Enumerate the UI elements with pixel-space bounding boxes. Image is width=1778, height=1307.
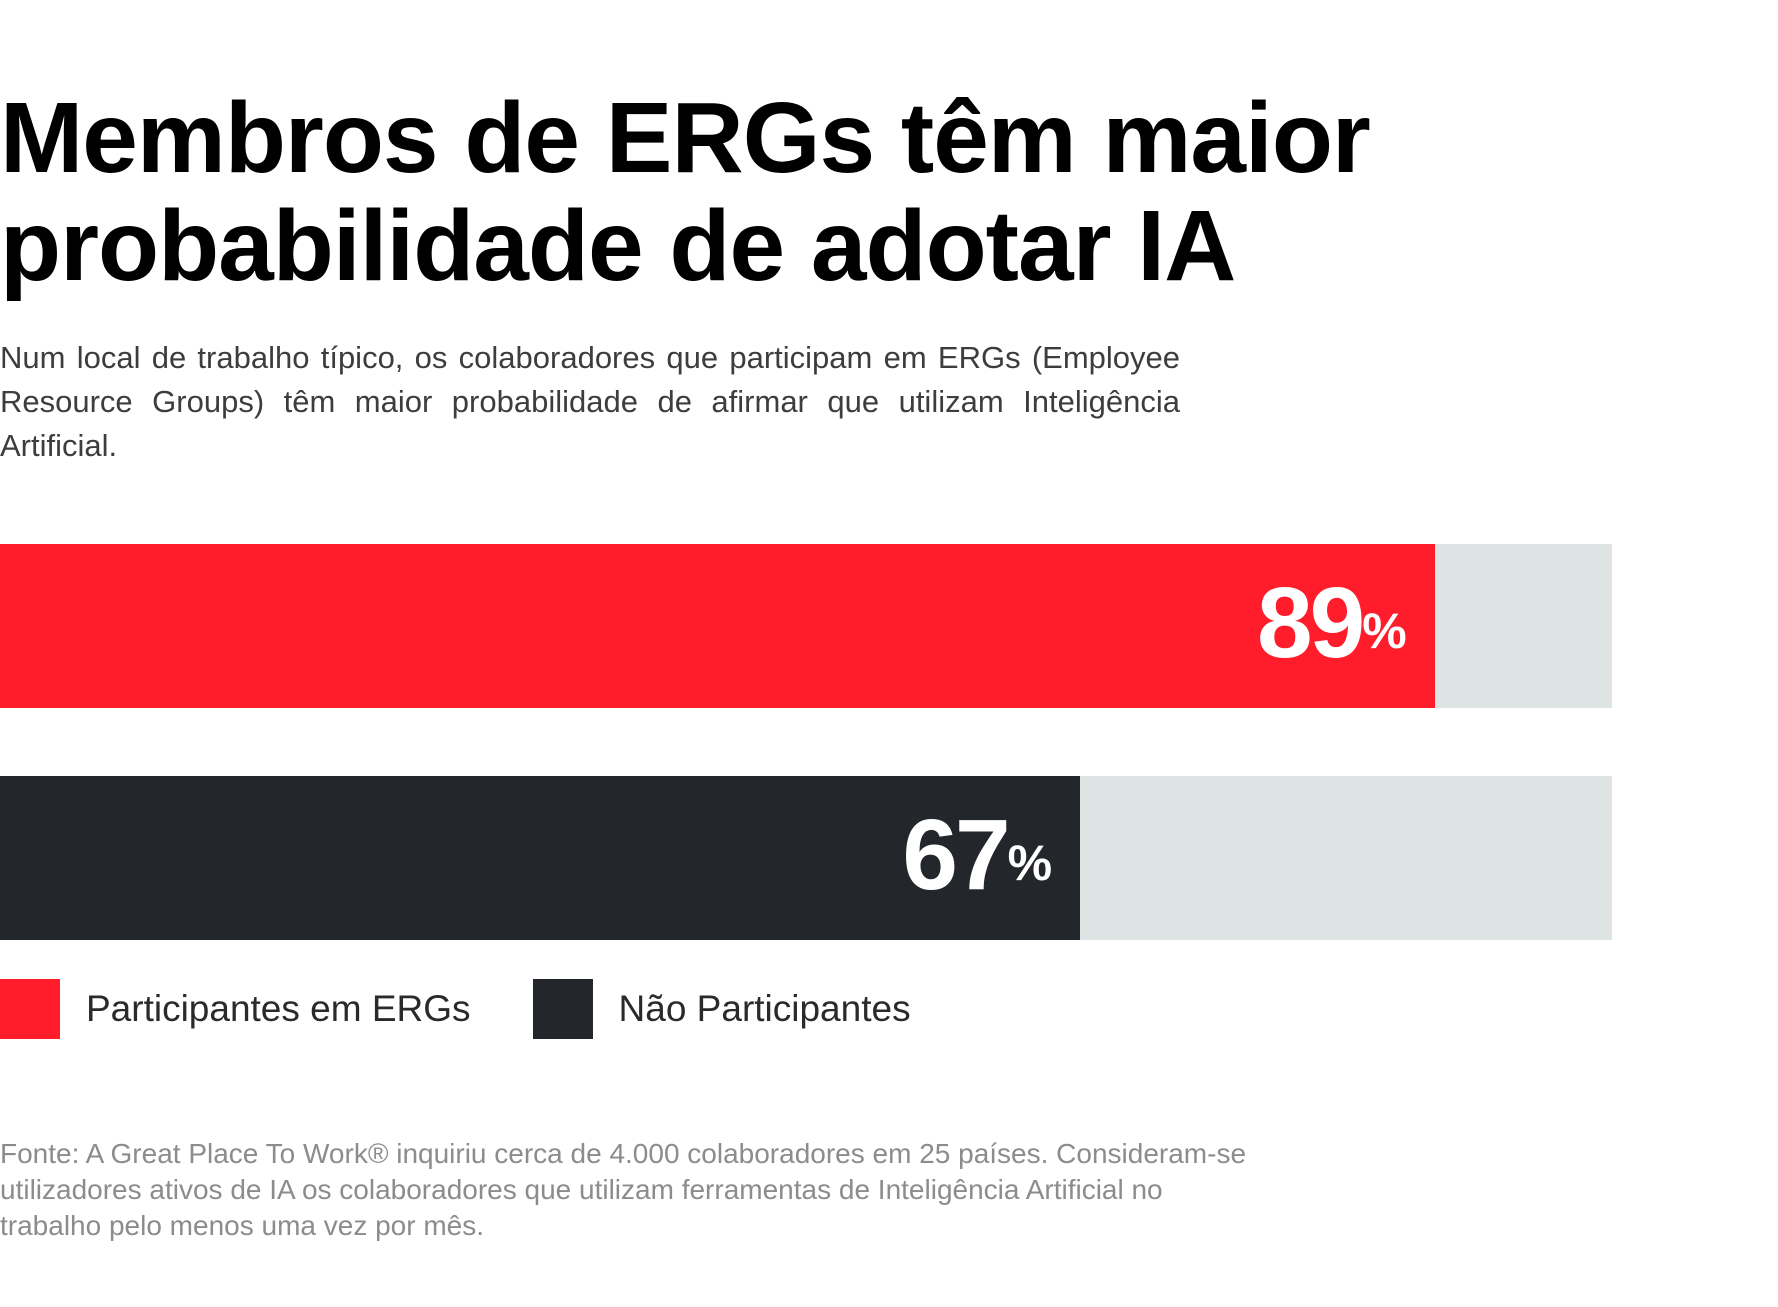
chart-title: Membros de ERGs têm maior probabilidade … xyxy=(0,82,1371,302)
percent-sign: % xyxy=(1362,603,1407,659)
chart-subtitle: Num local de trabalho típico, os colabor… xyxy=(0,340,1180,463)
legend-item-nao-participantes: Não Participantes xyxy=(532,979,911,1039)
legend-swatch-nao-participantes xyxy=(532,979,593,1039)
bar-track-nao-participantes: 67% xyxy=(0,776,1612,940)
legend-label-participantes: Participantes em ERGs xyxy=(86,988,471,1029)
bar-track-participantes: 89% xyxy=(0,544,1612,708)
bar-value-label-nao-participantes: 67% xyxy=(902,800,1052,910)
chart-legend: Participantes em ERGs Não Participantes xyxy=(0,979,973,1039)
legend-swatch-participantes xyxy=(0,979,60,1039)
bar-nao-participantes xyxy=(0,776,1081,940)
legend-label-nao-participantes: Não Participantes xyxy=(618,988,911,1029)
bar-value-label-participantes: 89% xyxy=(1257,568,1407,678)
bar-value-number: 89 xyxy=(1256,567,1365,679)
bar-participantes xyxy=(0,544,1435,708)
bar-value-number: 67 xyxy=(902,799,1010,911)
bar-chart: 89% 67% xyxy=(0,544,1612,940)
source-note: Fonte: A Great Place To Work® inquiriu c… xyxy=(0,1138,1247,1241)
percent-sign: % xyxy=(1007,835,1053,891)
legend-item-participantes: Participantes em ERGs xyxy=(0,979,471,1039)
